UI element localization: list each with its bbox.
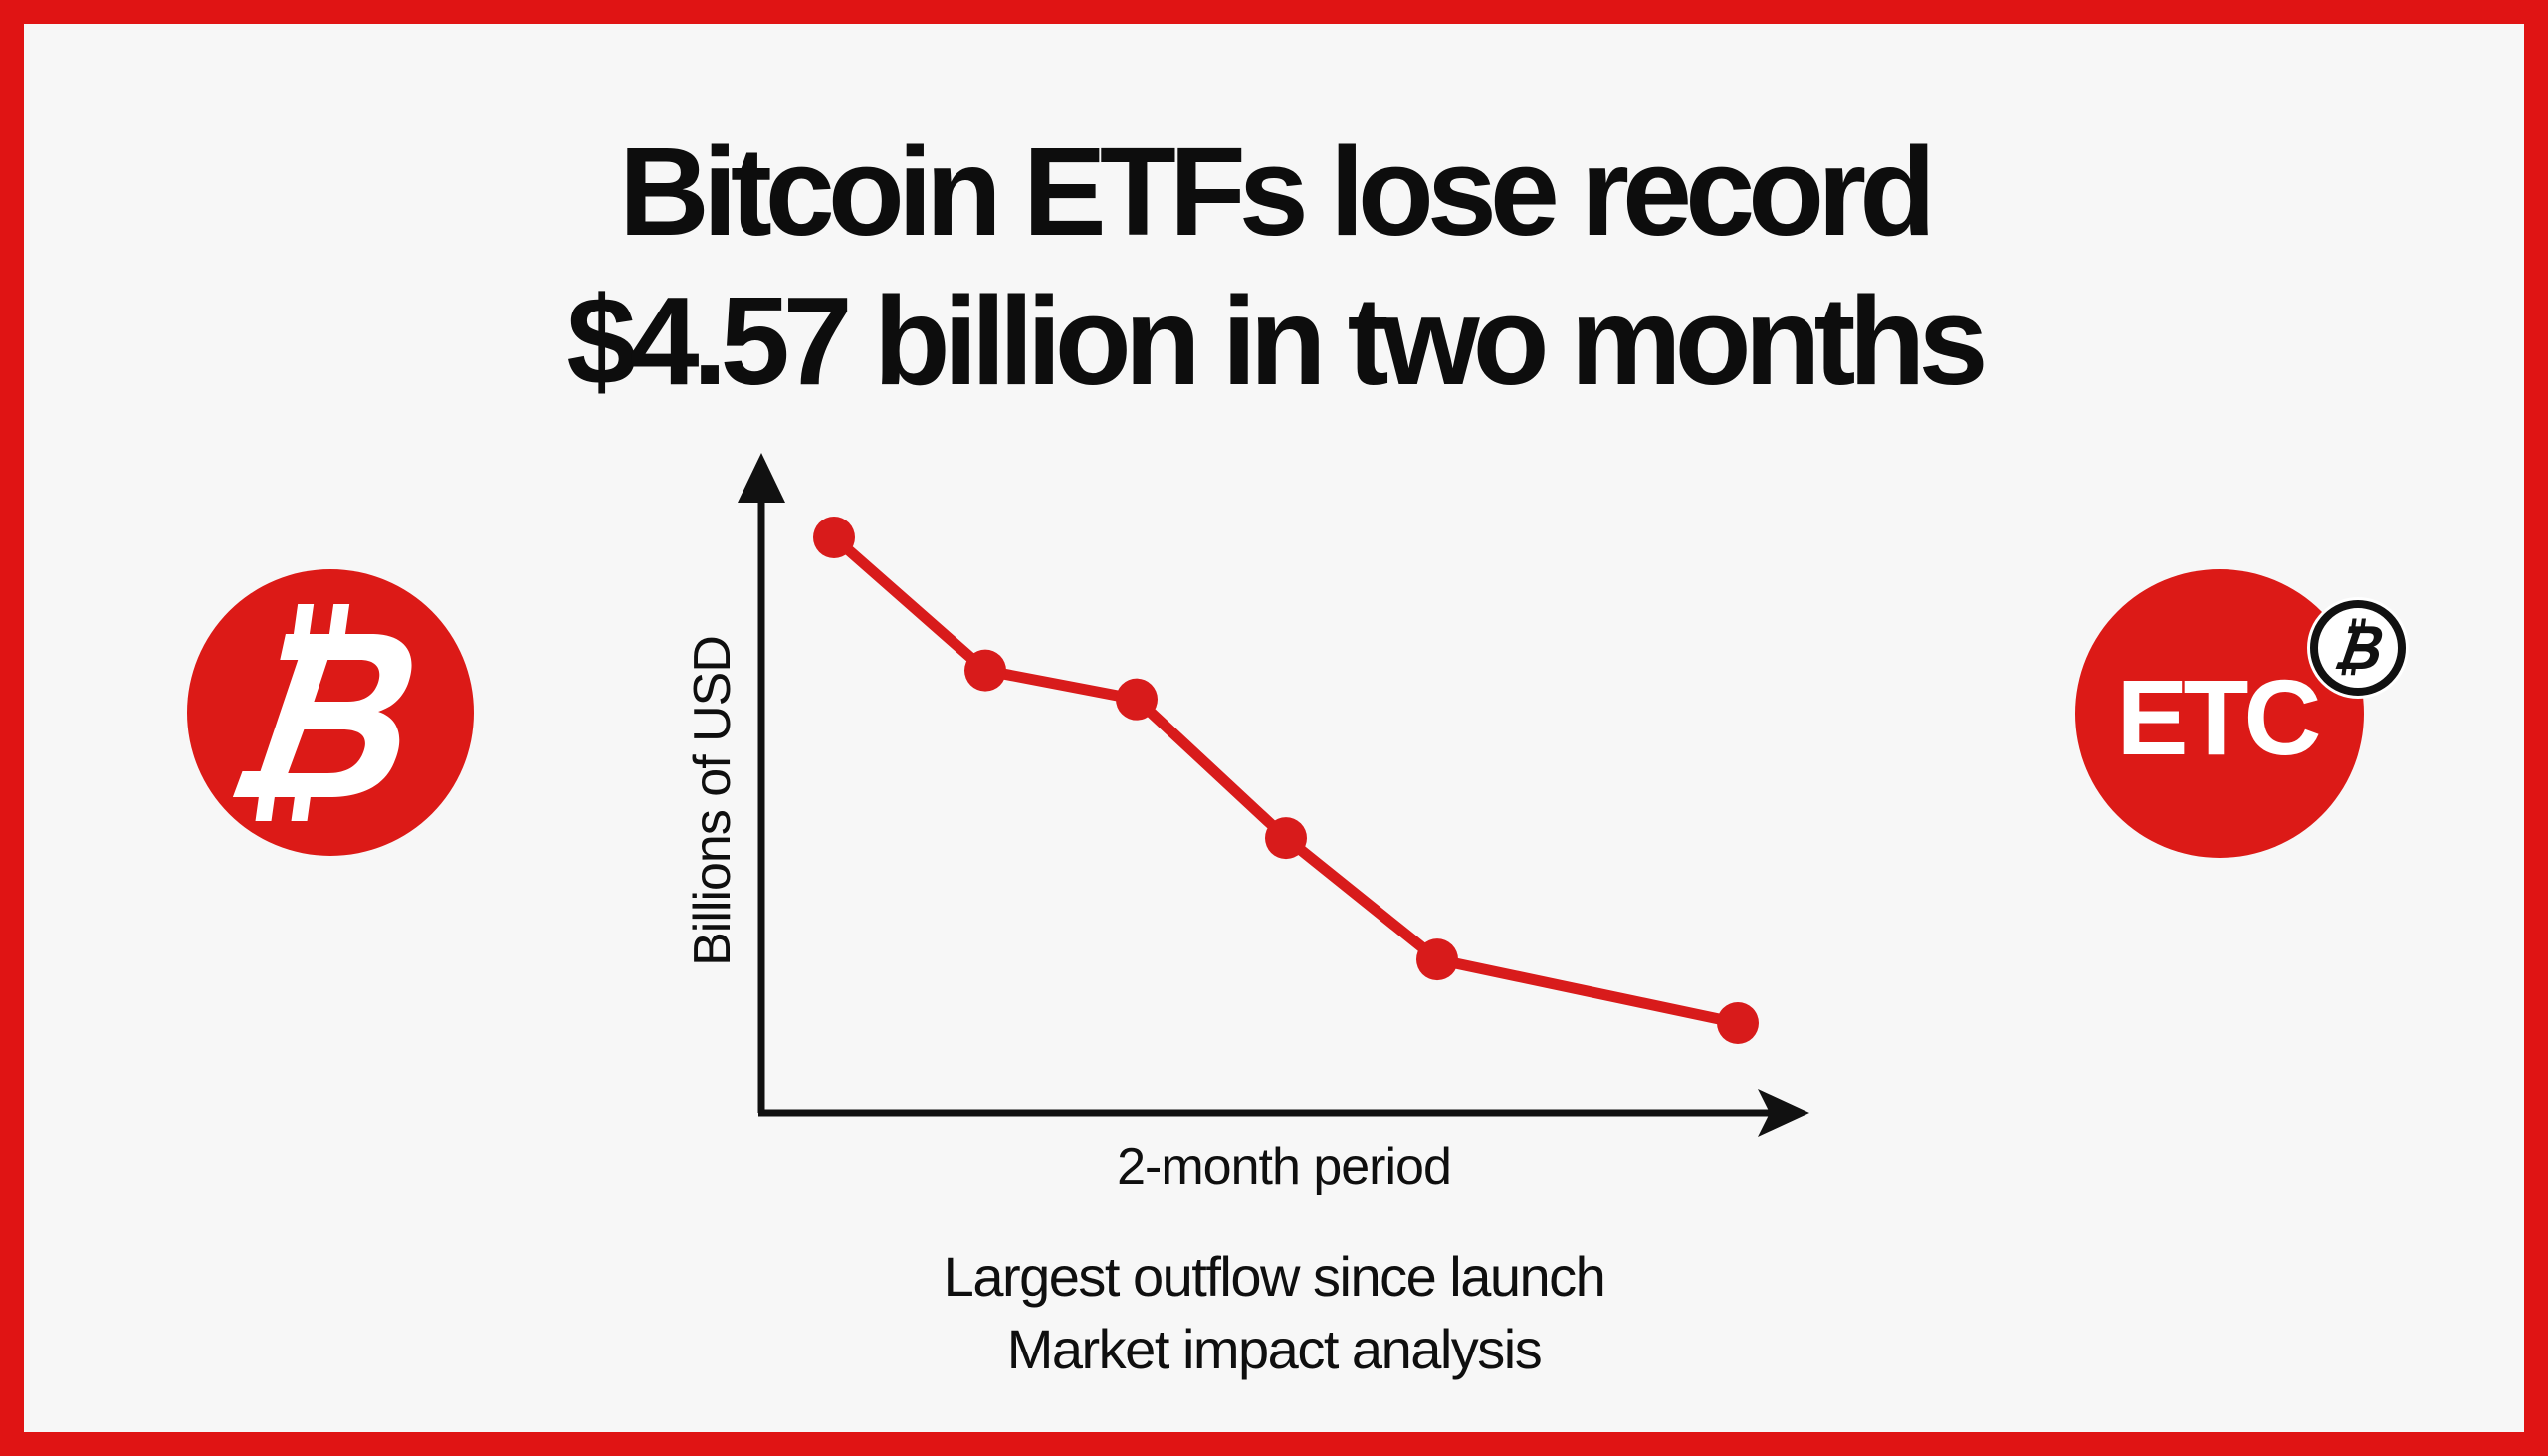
- bitcoin-b-icon: [232, 604, 412, 821]
- x-axis-arrow-icon: [1758, 1089, 1809, 1137]
- etc-logo-text: ETC: [2116, 656, 2322, 777]
- y-axis-arrow-icon: [738, 453, 785, 503]
- x-axis-label: 2-month period: [1117, 1139, 1451, 1196]
- data-point-1: [813, 517, 855, 558]
- headline-line-1: Bitcoin ETFs lose record: [618, 121, 1936, 262]
- headline: Bitcoin ETFs lose record $4.57 billion i…: [0, 117, 2548, 416]
- bitcoin-logo-icon: [187, 569, 474, 856]
- data-point-4: [1265, 817, 1307, 860]
- y-axis-label: Billions of USD: [684, 636, 742, 966]
- series-layer: [813, 517, 1759, 1044]
- bitcoin-badge-icon: [2307, 597, 2409, 699]
- headline-line-2: $4.57 billion in two months: [566, 271, 1988, 411]
- data-point-3: [1116, 678, 1158, 721]
- caption-outflow: Largest outflow since launch: [943, 1245, 1606, 1308]
- series-line: [828, 531, 1744, 1029]
- bitcoin-symbol-icon: [2310, 600, 2406, 696]
- caption-analysis: Market impact analysis: [1006, 1318, 1543, 1380]
- data-point-2: [964, 649, 1006, 692]
- data-point-5: [1416, 938, 1458, 981]
- chart-axes: [738, 453, 1809, 1137]
- data-point-6: [1717, 1002, 1759, 1044]
